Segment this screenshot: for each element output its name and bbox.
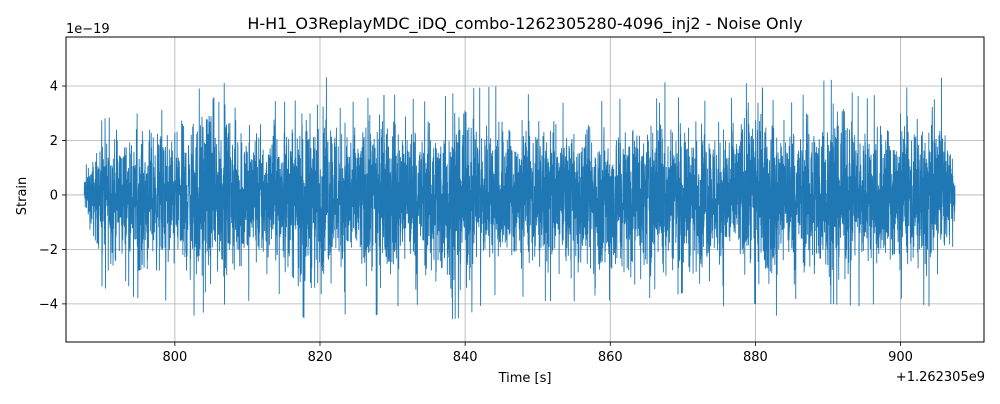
strain-series-line bbox=[83, 77, 956, 320]
y-tick-label: 4 bbox=[50, 80, 58, 95]
y-tick-label: −2 bbox=[39, 243, 58, 258]
y-axis-scale-label: 1e−19 bbox=[66, 22, 110, 37]
tick-marks: 800 820 840 860 880 900 −4 −2 0 2 4 bbox=[39, 80, 913, 365]
x-tick-label: 800 bbox=[162, 350, 187, 365]
x-axis-label: Time [s] bbox=[498, 371, 552, 386]
y-axis-label: Strain bbox=[15, 177, 30, 216]
series-layer bbox=[83, 77, 956, 320]
x-tick-label: 840 bbox=[453, 350, 478, 365]
x-axis-offset-label: +1.262305e9 bbox=[896, 370, 985, 385]
y-tick-label: 2 bbox=[50, 134, 58, 149]
x-tick-label: 900 bbox=[888, 350, 913, 365]
axes-frame bbox=[65, 36, 985, 343]
x-tick-label: 880 bbox=[743, 350, 768, 365]
x-tick-label: 860 bbox=[598, 350, 623, 365]
y-tick-label: 0 bbox=[50, 188, 58, 203]
y-tick-label: −4 bbox=[39, 297, 58, 312]
x-tick-label: 820 bbox=[308, 350, 333, 365]
chart-title: H-H1_O3ReplayMDC_iDQ_combo-1262305280-40… bbox=[247, 14, 802, 34]
